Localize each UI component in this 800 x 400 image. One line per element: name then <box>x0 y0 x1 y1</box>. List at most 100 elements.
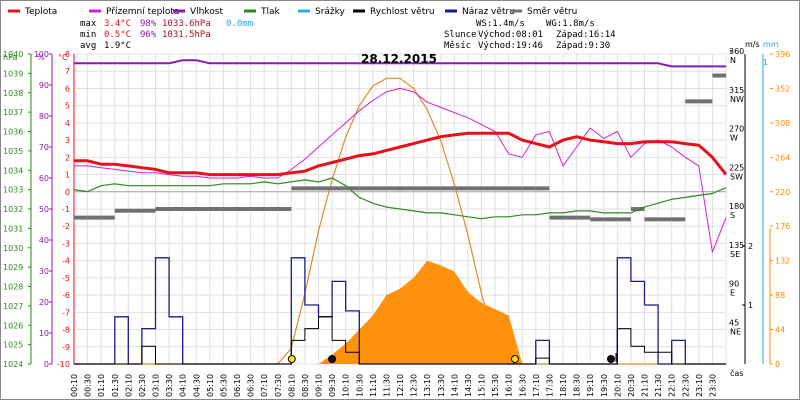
tick-time: 21:10 <box>641 374 650 397</box>
legend-label: Směr větru <box>527 7 577 17</box>
tick-temp: 2 <box>65 153 70 162</box>
tick-time: 18:30 <box>573 374 582 397</box>
tick-time: 16:30 <box>518 374 527 397</box>
tick-hpa: 1026 <box>3 321 23 330</box>
tick-wm2: 308 <box>775 119 790 128</box>
tick-time: 10:30 <box>355 374 364 397</box>
tick-hpa: 1036 <box>3 128 23 137</box>
stat-sun-label: Slunce <box>444 30 477 40</box>
tick-temp: -1 <box>62 205 70 214</box>
tick-hpa: 1038 <box>3 89 23 98</box>
tick-time: 12:10 <box>396 374 405 397</box>
tick-temp: -3 <box>62 239 70 248</box>
tick-temp: 6 <box>65 84 70 93</box>
tick-ms: 2 <box>748 242 753 251</box>
tick-pct: 90 <box>39 81 49 90</box>
stat-moonset: Západ:9:30 <box>556 41 610 51</box>
tick-dir: 45 <box>729 318 739 327</box>
series-line-pressure <box>73 177 727 220</box>
tick-pct: 20 <box>39 298 49 307</box>
tick-time: 05:30 <box>219 374 228 397</box>
tick-hpa: 1027 <box>3 302 23 311</box>
tick-hpa: 1039 <box>3 69 23 78</box>
moonrise-marker <box>606 355 615 363</box>
tick-temp: -8 <box>62 326 70 335</box>
series-line-humidity <box>74 59 726 68</box>
legend: Teplota Přízemní teplota Vlhkost Tlak Srážky… <box>8 7 577 17</box>
tick-pct: 50 <box>39 205 49 214</box>
tick-time: 08:30 <box>301 374 310 397</box>
tick-temp: -5 <box>62 274 70 283</box>
stat-pressure: 1031.5hPa <box>162 30 211 40</box>
stats-panel: max 3.4°C 98% 1033.6hPa 0.0mm min 0.5°C 96% 1031… <box>80 19 616 51</box>
tick-wm2: 132 <box>775 257 790 266</box>
tick-temp: 0 <box>65 188 70 197</box>
legend-label: Rychlost větru <box>370 7 435 17</box>
tick-time: 03:10 <box>152 374 161 397</box>
tick-time: 20:10 <box>613 374 622 397</box>
tick-temp: -2 <box>62 222 70 231</box>
stat-temp: 0.5°C <box>104 30 131 40</box>
tick-hpa: 1024 <box>3 360 23 369</box>
tick-time: 22:10 <box>668 374 677 397</box>
tick-wm2: 0 <box>775 360 780 369</box>
tick-wm2: 44 <box>775 326 785 335</box>
tick-time: 20:30 <box>627 374 636 397</box>
tick-dir-name: S <box>730 211 735 220</box>
axis-label-dir: ° <box>729 49 733 58</box>
tick-hpa: 1033 <box>3 186 23 195</box>
stat-label: max <box>80 19 97 29</box>
stat-wind-gust: WG:1.8m/s <box>546 19 595 29</box>
sunrise-marker <box>287 355 296 363</box>
tick-time: 23:10 <box>695 374 704 397</box>
tick-pct: 30 <box>39 267 49 276</box>
tick-hpa: 1030 <box>3 244 23 253</box>
tick-time: 04:30 <box>192 374 201 397</box>
tick-temp: 7 <box>65 67 70 76</box>
tick-time: 06:30 <box>247 374 256 397</box>
tick-time: 06:10 <box>233 374 242 397</box>
tick-time: 05:10 <box>206 374 215 397</box>
tick-time: 07:30 <box>274 374 283 397</box>
series-line-ground-temperature <box>74 87 727 253</box>
tick-time: 02:10 <box>124 374 133 397</box>
legend-label: Srážky <box>315 7 346 17</box>
series-line-wind-speed <box>74 316 726 365</box>
tick-time: 11:30 <box>382 374 391 397</box>
stat-moon-label: Měsíc <box>444 41 471 51</box>
moonset-marker <box>328 355 337 363</box>
tick-time: 00:10 <box>70 374 79 397</box>
tick-time: 03:30 <box>165 374 174 397</box>
chart-title: 28.12.2015 <box>361 52 437 66</box>
tick-time: 15:30 <box>491 374 500 397</box>
stat-rain: 0.0mm <box>226 19 253 29</box>
axis-label-temp: °C <box>58 53 68 62</box>
tick-time: 15:10 <box>478 374 487 397</box>
tick-hpa: 1028 <box>3 283 23 292</box>
tick-temp: -10 <box>57 360 70 369</box>
tick-pct: 100 <box>34 50 49 59</box>
tick-dir-name: SW <box>730 172 743 181</box>
tick-time: 19:10 <box>586 374 595 397</box>
tick-time: 17:30 <box>545 374 554 397</box>
tick-wm2: 176 <box>775 222 790 231</box>
stat-label: avg <box>80 41 96 51</box>
tick-temp: -6 <box>62 291 70 300</box>
tick-wm2: 264 <box>775 153 790 162</box>
sunset-marker <box>511 355 520 363</box>
tick-temp: -4 <box>62 257 70 266</box>
tick-temp: -9 <box>62 343 70 352</box>
tick-dir-name: N <box>730 56 736 65</box>
tick-dir: 180 <box>729 202 744 211</box>
tick-time: 00:30 <box>84 374 93 397</box>
tick-time: 01:10 <box>97 374 106 397</box>
tick-temp: 1 <box>65 171 70 180</box>
axis-label-time: čas <box>730 368 743 378</box>
stat-humidity: 98% <box>140 19 157 29</box>
tick-pct: 60 <box>39 174 49 183</box>
tick-dir-name: E <box>730 289 735 298</box>
axis-label-pct: % <box>37 53 45 62</box>
tick-dir-name: SE <box>730 250 740 259</box>
stat-humidity: 96% <box>140 30 157 40</box>
tick-pct: 10 <box>39 329 49 338</box>
